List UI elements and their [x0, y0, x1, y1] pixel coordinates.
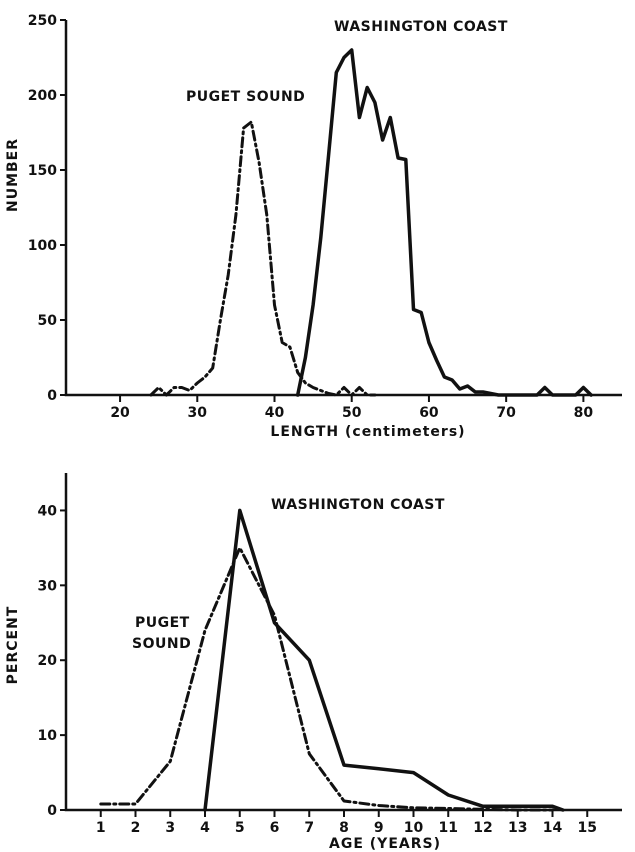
bottom-series-puget-sound [99, 546, 554, 812]
bottom-x-tick-label: 13 [508, 820, 527, 836]
top-x-ticks: 20 30 40 50 60 70 80 [110, 395, 593, 421]
bottom-x-tick-label: 4 [200, 820, 210, 836]
bottom-x-tick-label: 12 [473, 820, 492, 836]
bottom-x-tick-label: 14 [543, 820, 563, 836]
bottom-x-tick-label: 2 [131, 820, 141, 836]
top-x-tick-label: 60 [419, 405, 439, 421]
top-y-tick-label: 150 [28, 163, 57, 179]
top-y-tick-label: 250 [28, 13, 57, 29]
bottom-x-tick-label: 7 [304, 820, 314, 836]
bottom-x-tick-label: 15 [578, 820, 597, 836]
top-x-tick-label: 80 [574, 405, 594, 421]
top-x-axis-title: LENGTH (centimeters) [270, 424, 465, 440]
top-y-tick-label: 200 [28, 88, 57, 104]
top-y-tick-label: 0 [47, 388, 57, 404]
bottom-x-tick-label: 6 [270, 820, 280, 836]
bottom-y-axis-title: PERCENT [5, 606, 21, 685]
bottom-y-tick-label: 20 [38, 653, 58, 669]
bottom-label-washington-coast: WASHINGTON COAST [271, 497, 445, 513]
top-y-ticks: 0 50 100 150 200 250 [28, 13, 66, 404]
bottom-x-tick-label: 3 [165, 820, 175, 836]
bottom-y-tick-label: 0 [47, 803, 57, 819]
bottom-series-washington-coast [203, 508, 565, 812]
top-x-tick-label: 70 [496, 405, 516, 421]
top-series [149, 48, 593, 397]
bottom-y-tick-label: 40 [38, 503, 58, 519]
bottom-series [99, 508, 565, 812]
bottom-y-ticks: 0 10 20 30 40 [38, 503, 66, 819]
bottom-label-puget-line1: PUGET [135, 615, 190, 631]
top-label-washington-coast: WASHINGTON COAST [334, 19, 508, 35]
bottom-x-tick-label: 5 [235, 820, 245, 836]
bottom-y-tick-label: 30 [38, 578, 58, 594]
bottom-x-ticks: 1 2 3 4 5 6 7 8 9 10 11 12 13 14 15 [96, 810, 597, 836]
top-axes [64, 20, 622, 397]
top-x-tick-label: 40 [265, 405, 285, 421]
top-x-tick-label: 50 [342, 405, 362, 421]
bottom-label-puget-line2: SOUND [132, 636, 191, 652]
bottom-x-tick-label: 10 [404, 820, 424, 836]
bottom-y-tick-label: 10 [38, 728, 58, 744]
top-x-tick-label: 20 [110, 405, 130, 421]
top-label-puget-sound: PUGET SOUND [186, 89, 305, 105]
length-chart: 0 50 100 150 200 250 20 30 40 50 60 70 80 LENGTH (c… [5, 13, 622, 440]
bottom-x-tick-label: 11 [439, 820, 458, 836]
top-series-puget-sound [149, 120, 377, 397]
top-y-axis-title: NUMBER [5, 138, 21, 212]
top-x-tick-label: 30 [188, 405, 208, 421]
bottom-x-axis-title: AGE (YEARS) [329, 836, 441, 852]
top-y-tick-label: 100 [28, 238, 57, 254]
bottom-x-tick-label: 9 [374, 820, 384, 836]
top-y-tick-label: 50 [38, 313, 58, 329]
bottom-x-tick-label: 1 [96, 820, 106, 836]
bottom-x-tick-label: 8 [339, 820, 349, 836]
top-series-washington-coast [295, 48, 593, 397]
